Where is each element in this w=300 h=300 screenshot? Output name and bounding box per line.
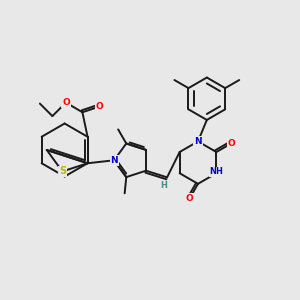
Text: O: O [186,194,193,203]
Text: O: O [227,139,235,148]
Text: H: H [161,181,168,190]
Text: O: O [62,98,70,107]
Text: N: N [194,137,202,146]
Text: N: N [110,156,118,165]
Text: NH: NH [209,167,223,176]
Text: S: S [59,167,66,176]
Text: O: O [95,102,103,111]
